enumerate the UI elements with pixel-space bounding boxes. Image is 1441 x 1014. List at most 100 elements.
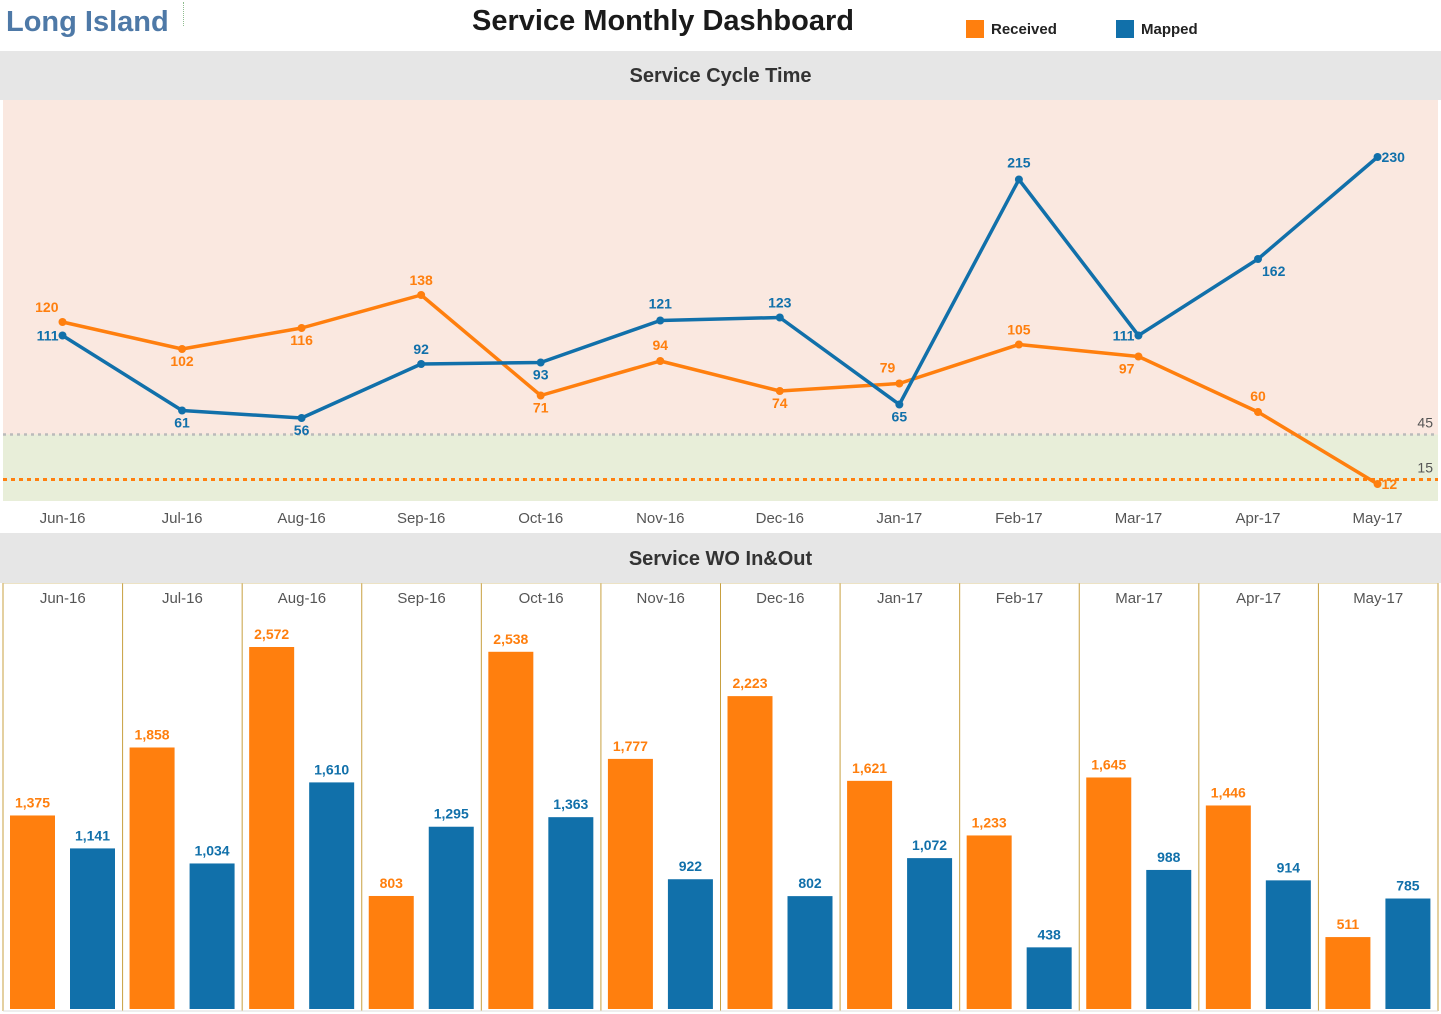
x-tick-label-oct-16: Oct-16	[518, 510, 563, 527]
data-label-received-jun-16: 120	[35, 299, 59, 315]
bar-label-mapped-jan-17: 1,072	[912, 837, 947, 853]
data-label-mapped-mar-17: 111	[1113, 328, 1135, 344]
data-label-received-oct-16: 71	[533, 400, 549, 416]
legend-item-mapped[interactable]: Mapped	[1116, 20, 1198, 38]
x-tick-label-jan-17: Jan-17	[876, 510, 922, 527]
bar-label-received-may-17: 511	[1337, 916, 1360, 932]
data-label-received-dec-16: 74	[772, 395, 788, 411]
bar-received-may-17	[1325, 937, 1371, 1009]
column-header-oct-16: Oct-16	[519, 590, 564, 607]
x-tick-label-jun-16: Jun-16	[40, 510, 86, 527]
bar-mapped-may-17	[1385, 898, 1431, 1009]
bar-received-mar-17	[1086, 777, 1132, 1009]
bar-received-sep-16	[368, 895, 414, 1009]
data-label-received-jan-17: 79	[880, 360, 896, 376]
data-label-received-feb-17: 105	[1007, 322, 1031, 338]
bar-label-received-oct-16: 2,538	[493, 631, 528, 647]
x-tick-label-sep-16: Sep-16	[397, 510, 445, 527]
bar-mapped-nov-16	[667, 879, 713, 1009]
point-received-may-17	[1373, 480, 1382, 488]
legend-label-received: Received	[991, 20, 1057, 38]
bar-label-mapped-may-17: 785	[1396, 878, 1420, 894]
legend-swatch-mapped	[1116, 20, 1134, 38]
point-received-mar-17	[1134, 352, 1143, 361]
data-label-mapped-sep-16: 92	[413, 341, 429, 357]
point-received-nov-16	[656, 357, 665, 365]
x-tick-label-may-17: May-17	[1353, 510, 1403, 527]
bar-label-received-jan-17: 1,621	[852, 760, 887, 776]
x-tick-label-mar-17: Mar-17	[1115, 510, 1163, 527]
point-mapped-aug-16	[297, 414, 306, 422]
band-above-45	[3, 100, 1438, 435]
point-mapped-apr-17	[1254, 255, 1262, 263]
point-mapped-dec-16	[775, 313, 784, 322]
data-label-received-may-17: 12	[1382, 476, 1398, 492]
column-header-aug-16: Aug-16	[278, 590, 326, 607]
data-label-received-apr-17: 60	[1250, 388, 1266, 404]
data-label-mapped-oct-16: 93	[533, 367, 549, 383]
reference-label-45: 45	[1417, 415, 1433, 431]
series-line-mapped	[61, 155, 1379, 420]
point-mapped-nov-16	[656, 316, 665, 325]
bar-label-received-jul-16: 1,858	[135, 726, 170, 742]
point-mapped-mar-17	[1134, 331, 1143, 340]
data-label-mapped-dec-16: 123	[768, 295, 792, 311]
bar-label-received-dec-16: 2,223	[732, 675, 767, 691]
bar-label-mapped-jul-16: 1,034	[195, 842, 230, 858]
bar-label-mapped-jun-16: 1,141	[75, 827, 110, 843]
bar-mapped-oct-16	[548, 817, 594, 1009]
bar-received-nov-16	[607, 758, 653, 1009]
point-received-feb-17	[1014, 340, 1023, 349]
data-label-received-mar-17: 97	[1119, 361, 1135, 377]
data-label-received-aug-16: 116	[290, 332, 313, 348]
bar-mapped-jan-17	[907, 858, 953, 1009]
bar-label-mapped-feb-17: 438	[1037, 926, 1061, 942]
point-mapped-oct-16	[536, 358, 545, 367]
point-mapped-sep-16	[417, 360, 426, 368]
data-label-mapped-aug-16: 56	[294, 422, 310, 438]
bar-mapped-jul-16	[189, 863, 235, 1009]
bar-label-received-jun-16: 1,375	[15, 794, 50, 810]
x-tick-label-dec-16: Dec-16	[756, 510, 804, 527]
data-label-mapped-apr-17: 162	[1262, 263, 1286, 279]
bar-received-jul-16	[129, 747, 175, 1009]
bar-mapped-apr-17	[1265, 880, 1311, 1009]
bar-label-mapped-nov-16: 922	[679, 858, 703, 874]
wo-in-out-bar-chart: Jun-16 Jul-16 Aug-16 Sep-16 Oct-16 Nov-16 Dec-…	[2, 583, 1439, 1012]
dashboard-header: Long Island Service Monthly Dashboard Re…	[0, 0, 1441, 50]
column-header-may-17: May-17	[1353, 590, 1403, 607]
bar-label-received-mar-17: 1,645	[1091, 756, 1126, 772]
column-header-sep-16: Sep-16	[397, 590, 445, 607]
bar-received-oct-16	[488, 651, 534, 1009]
point-mapped-feb-17	[1014, 175, 1023, 184]
bar-mapped-mar-17	[1146, 869, 1192, 1009]
bar-received-apr-17	[1205, 805, 1251, 1009]
bar-label-mapped-apr-17: 914	[1277, 859, 1301, 875]
data-label-mapped-jun-16: 111	[37, 328, 59, 344]
data-label-mapped-may-17: 230	[1382, 149, 1406, 165]
legend-swatch-received	[966, 20, 984, 38]
bar-received-jun-16	[10, 815, 55, 1009]
x-tick-label-feb-17: Feb-17	[995, 510, 1043, 527]
column-header-jan-17: Jan-17	[877, 590, 923, 607]
bar-received-feb-17	[966, 835, 1012, 1009]
data-label-received-sep-16: 138	[409, 272, 433, 288]
bar-label-received-aug-16: 2,572	[254, 626, 289, 642]
column-header-nov-16: Nov-16	[637, 590, 685, 607]
legend-item-received[interactable]: Received	[966, 20, 1057, 38]
point-mapped-may-17	[1373, 153, 1382, 161]
column-header-feb-17: Feb-17	[996, 590, 1044, 607]
point-mapped-jul-16	[178, 406, 187, 415]
section-title-wo-in-out: Service WO In&Out	[0, 533, 1441, 583]
bar-received-aug-16	[249, 647, 295, 1009]
point-received-aug-16	[297, 324, 306, 332]
data-label-mapped-feb-17: 215	[1007, 155, 1031, 171]
point-received-oct-16	[536, 391, 545, 400]
point-mapped-jan-17	[895, 400, 904, 409]
column-header-mar-17: Mar-17	[1115, 590, 1163, 607]
section-title-cycle-time: Service Cycle Time	[0, 51, 1441, 100]
point-received-jan-17	[895, 379, 904, 388]
cycle-time-line-chart: 45 15 Jun-16 Jul-16 Aug-16 Sep-16 Oct-16 Nov-16…	[3, 100, 1438, 527]
bar-label-mapped-mar-17: 988	[1157, 849, 1181, 865]
bar-received-dec-16	[727, 696, 773, 1009]
